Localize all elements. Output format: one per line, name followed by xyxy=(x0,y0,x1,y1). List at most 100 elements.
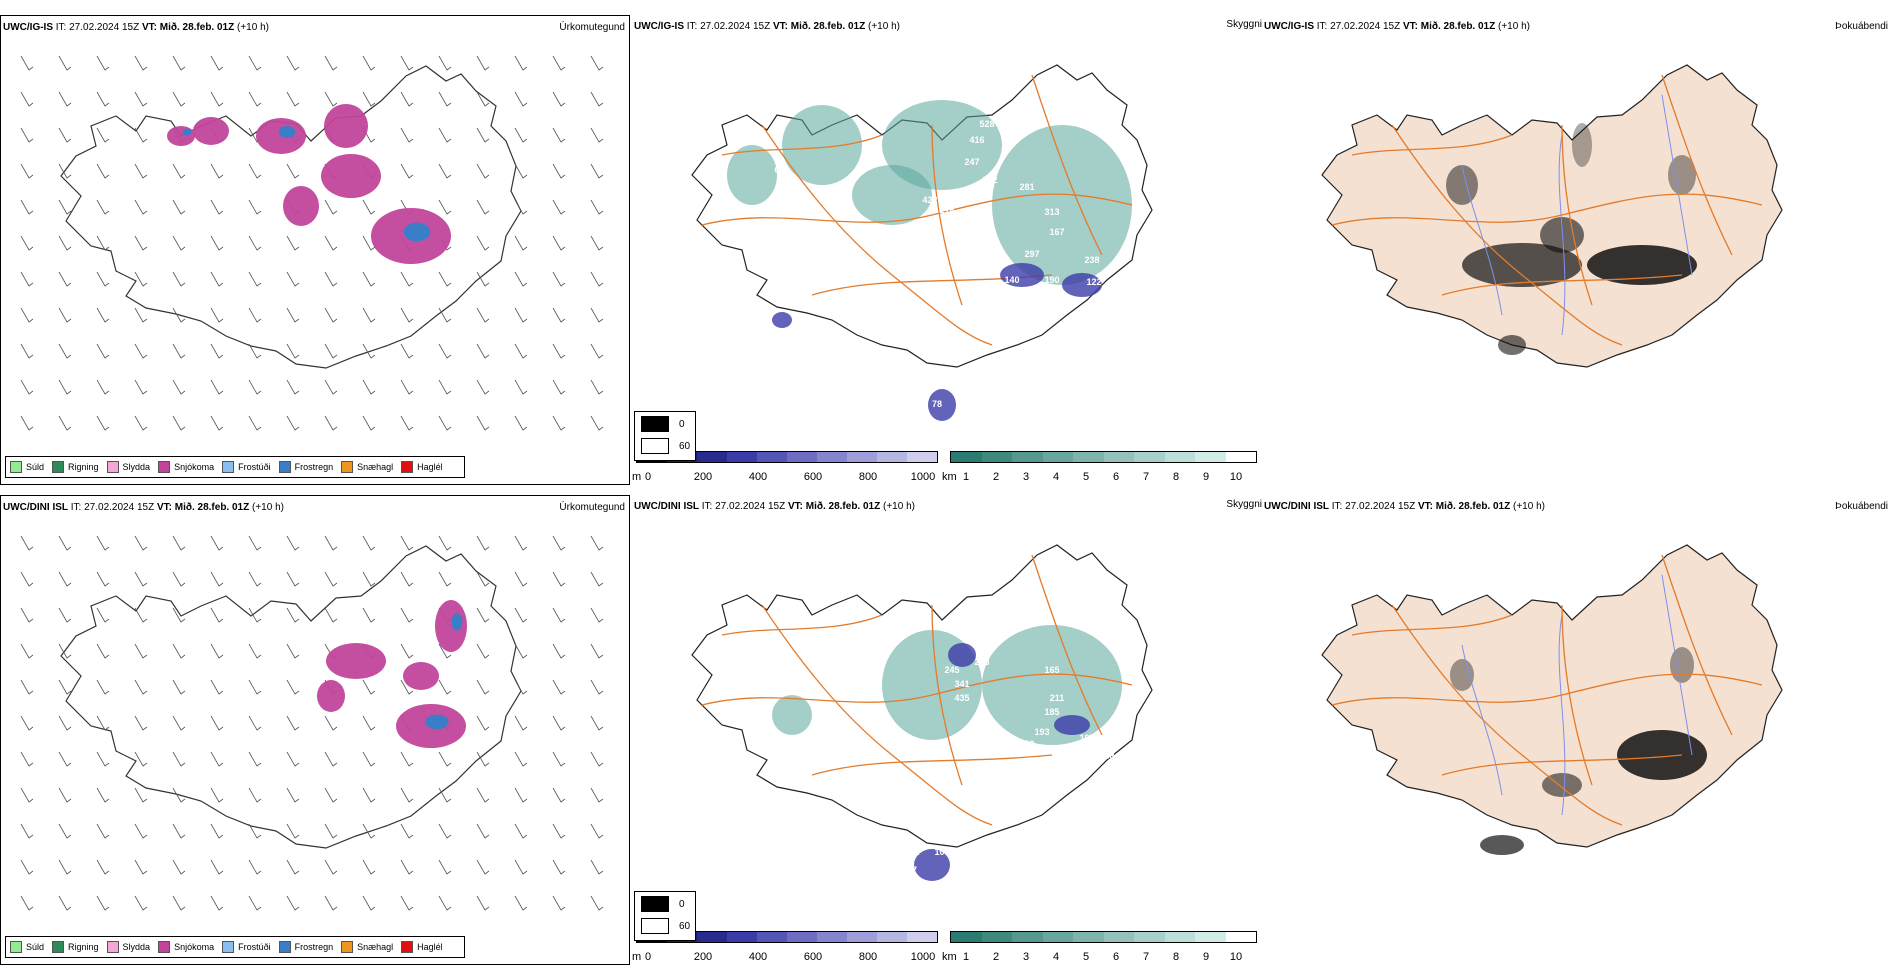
precip-map xyxy=(20,535,604,911)
wind-barb xyxy=(324,415,338,431)
wind-barb xyxy=(362,199,376,215)
fog-panel-top: UWC/IG-IS IT: 27.02.2024 15Z VT: Mið. 28… xyxy=(1262,15,1892,485)
ceiling-value-label: 168 xyxy=(1099,751,1114,761)
ceiling-value-label: 105 xyxy=(934,847,949,857)
precip-legend-item: Súld xyxy=(10,461,44,473)
wind-barb xyxy=(362,235,376,251)
wind-barb xyxy=(20,715,34,731)
wind-barb xyxy=(172,415,186,431)
ceiling-value-label: 341 xyxy=(954,679,969,689)
ceiling-value-label: 277 xyxy=(964,207,979,217)
fog-index-area xyxy=(1480,835,1524,855)
visibility-tick: 1 xyxy=(962,951,970,963)
fog-legend: 0 60 xyxy=(634,891,696,941)
legend-label: Haglél xyxy=(417,942,443,952)
wind-barb xyxy=(438,127,452,143)
wind-barb xyxy=(134,715,148,731)
wind-barb xyxy=(590,787,604,803)
snowfall-area xyxy=(283,186,319,226)
colorbar-step xyxy=(1012,452,1043,462)
wind-barb xyxy=(590,895,604,911)
road-line xyxy=(1441,754,1683,776)
ceiling-value-label: 122 xyxy=(1086,277,1101,287)
panel-header: UWC/DINI ISL IT: 27.02.2024 15Z VT: Mið.… xyxy=(1264,501,1545,512)
wind-barb xyxy=(58,607,72,623)
wind-barb xyxy=(324,607,338,623)
wind-barb xyxy=(248,235,262,251)
wind-barb xyxy=(552,55,566,71)
wind-barb xyxy=(248,751,262,767)
river-line xyxy=(1558,614,1566,816)
wind-barb xyxy=(590,199,604,215)
low-visibility-area xyxy=(782,105,862,185)
wind-barb xyxy=(438,415,452,431)
wind-barb xyxy=(552,415,566,431)
wind-barb xyxy=(172,307,186,323)
wind-barb xyxy=(20,823,34,839)
precip-legend: Súld Rigning Slydda Snjókoma Frostúði Frostre… xyxy=(5,936,465,958)
ceiling-value-label: 216 xyxy=(939,205,954,215)
ceiling-tick: 800 xyxy=(858,951,878,963)
wind-barb xyxy=(20,643,34,659)
river-line xyxy=(1461,644,1503,796)
ceiling-value-label: 165 xyxy=(1044,665,1059,675)
colorbar-step xyxy=(787,452,817,462)
wind-barb xyxy=(552,199,566,215)
colorbars: m 0 200 400 600 800 1000 km 1 2 3 4 5 6 7 8 9 10 xyxy=(632,451,1262,485)
iceland-coastline xyxy=(1321,544,1783,848)
wind-barb xyxy=(58,91,72,107)
ceiling-value-label: 313 xyxy=(1044,207,1059,217)
wind-barb xyxy=(590,307,604,323)
visibility-tick: 5 xyxy=(1082,471,1090,483)
colorbar-step xyxy=(907,452,937,462)
freezing-rain-area xyxy=(278,126,296,138)
visibility-tick: 6 xyxy=(1112,471,1120,483)
wind-barb xyxy=(248,271,262,287)
wind-barb xyxy=(324,379,338,395)
wind-barb xyxy=(58,535,72,551)
precip-panel-bottom: UWC/DINI ISL IT: 27.02.2024 15Z VT: Mið.… xyxy=(0,495,630,965)
wind-barb xyxy=(20,379,34,395)
wind-barb xyxy=(172,55,186,71)
wind-barb xyxy=(400,271,414,287)
wind-barb xyxy=(58,643,72,659)
colorbar-step xyxy=(907,932,937,942)
legend-swatch xyxy=(106,941,119,953)
wind-barb xyxy=(324,535,338,551)
wind-barb xyxy=(134,127,148,143)
wind-barb xyxy=(96,271,110,287)
wind-barb xyxy=(400,379,414,395)
colorbars: m 0 200 400 600 800 1000 km 1 2 3 4 5 6 7 8 9 10 xyxy=(632,931,1262,965)
visibility-tick: 7 xyxy=(1142,471,1150,483)
colorbar-step xyxy=(1164,452,1195,462)
legend-label: Slydda xyxy=(122,942,151,952)
visibility-panel-top: UWC/IG-IS IT: 27.02.2024 15Z VT: Mið. 28… xyxy=(632,15,1262,485)
wind-barb xyxy=(514,679,528,695)
panel-header: UWC/DINI ISL IT: 27.02.2024 15Z VT: Mið.… xyxy=(634,501,915,512)
ceiling-tick: 600 xyxy=(803,471,823,483)
ceiling-value-label: 168 xyxy=(924,379,939,389)
road-line xyxy=(1351,614,1513,636)
low-visibility-area xyxy=(992,125,1132,285)
legend-swatch xyxy=(158,941,171,953)
snowfall-area xyxy=(435,600,467,652)
visibility-tick: 8 xyxy=(1172,471,1180,483)
wind-barb xyxy=(134,235,148,251)
wind-barb xyxy=(324,823,338,839)
wind-barb xyxy=(20,271,34,287)
wind-barb xyxy=(476,307,490,323)
wind-barb xyxy=(134,787,148,803)
wind-barb xyxy=(134,199,148,215)
wind-barb xyxy=(514,859,528,875)
visibility-tick: 10 xyxy=(1229,951,1243,963)
wind-barb xyxy=(172,163,186,179)
wind-barb xyxy=(324,199,338,215)
wind-barb xyxy=(210,787,224,803)
wind-barb xyxy=(58,343,72,359)
road-line xyxy=(761,124,993,346)
ceiling-value-label: 176 xyxy=(824,235,839,245)
wind-barb xyxy=(514,235,528,251)
road-line xyxy=(721,134,883,156)
wind-barb xyxy=(96,199,110,215)
